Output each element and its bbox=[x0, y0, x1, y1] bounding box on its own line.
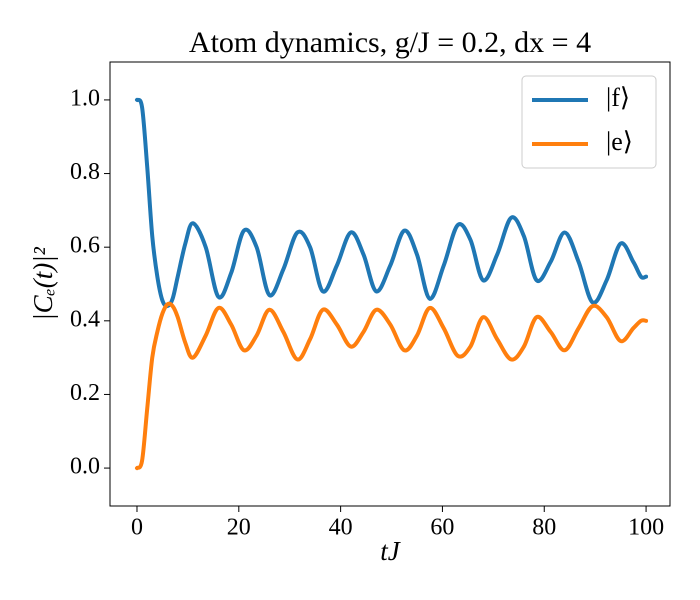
legend-label: |e⟩ bbox=[606, 127, 633, 156]
y-tick-label: 0.8 bbox=[70, 159, 100, 185]
y-tick-label: 0.6 bbox=[70, 233, 100, 259]
y-tick-label: 0.4 bbox=[70, 306, 100, 332]
x-tick-label: 40 bbox=[329, 515, 353, 541]
x-tick-label: 60 bbox=[430, 515, 454, 541]
y-tick-label: 0.0 bbox=[70, 454, 100, 480]
x-tick-label: 100 bbox=[628, 515, 664, 541]
series-line bbox=[134, 97, 649, 309]
chart-title: Atom dynamics, g/J = 0.2, dx = 4 bbox=[189, 26, 591, 59]
y-axis-label: |Cₑ(t)|² bbox=[28, 246, 58, 320]
plot-frame bbox=[109, 61, 671, 507]
y-tick-label: 1.0 bbox=[70, 85, 100, 111]
x-tick-label: 0 bbox=[131, 515, 143, 541]
x-tick-label: 20 bbox=[227, 515, 251, 541]
legend-box bbox=[521, 75, 657, 169]
legend-label: |f⟩ bbox=[606, 83, 630, 112]
y-tick-label: 0.2 bbox=[70, 380, 100, 406]
x-axis-label: tJ bbox=[380, 536, 402, 566]
x-tick-label: 80 bbox=[532, 515, 556, 541]
series-line bbox=[134, 301, 649, 471]
